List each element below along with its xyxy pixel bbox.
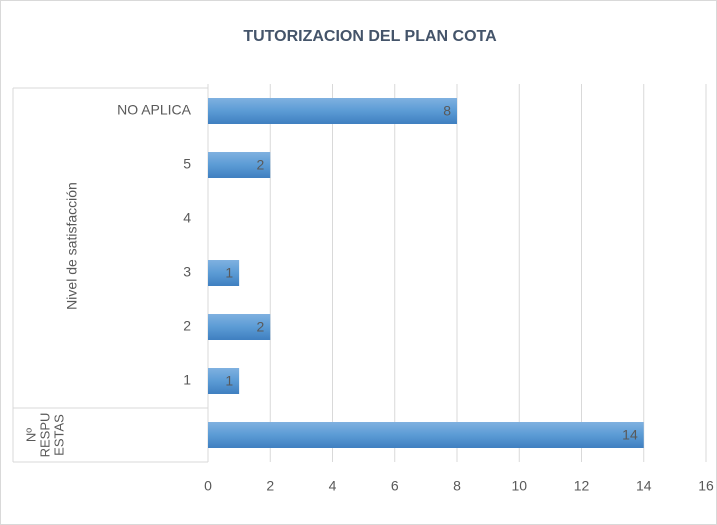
- y-tick-label: 2: [183, 318, 191, 334]
- data-label: 14: [622, 427, 638, 443]
- x-tick-label: 10: [511, 478, 527, 494]
- y-tick-label: 4: [183, 210, 191, 226]
- bar: [208, 152, 271, 178]
- group-label: RESPU: [37, 413, 52, 458]
- bar: [208, 368, 240, 394]
- data-label: 8: [443, 103, 451, 119]
- x-tick-label: 6: [391, 478, 399, 494]
- x-tick-label: 12: [574, 478, 590, 494]
- bar: [208, 98, 457, 124]
- data-label: 2: [256, 157, 264, 173]
- bar: [208, 260, 240, 286]
- group-label: Nivel de satisfacción: [64, 182, 80, 310]
- data-label: 1: [225, 373, 233, 389]
- x-tick-label: 0: [204, 478, 212, 494]
- x-tick-label: 2: [266, 478, 274, 494]
- group-label: Nº: [23, 428, 38, 442]
- group-label: ESTAS: [51, 414, 66, 456]
- x-tick-label: 8: [453, 478, 461, 494]
- y-tick-label: 1: [183, 372, 191, 388]
- chart-title: TUTORIZACION DEL PLAN COTA: [243, 28, 497, 45]
- data-label: 1: [225, 265, 233, 281]
- x-tick-label: 16: [698, 478, 714, 494]
- bar: [208, 422, 644, 448]
- bar: [208, 314, 271, 340]
- y-tick-label: NO APLICA: [117, 102, 192, 118]
- x-tick-label: 14: [636, 478, 652, 494]
- data-label: 2: [256, 319, 264, 335]
- y-tick-label: 3: [183, 264, 191, 280]
- x-tick-label: 4: [329, 478, 337, 494]
- y-tick-label: 5: [183, 156, 191, 172]
